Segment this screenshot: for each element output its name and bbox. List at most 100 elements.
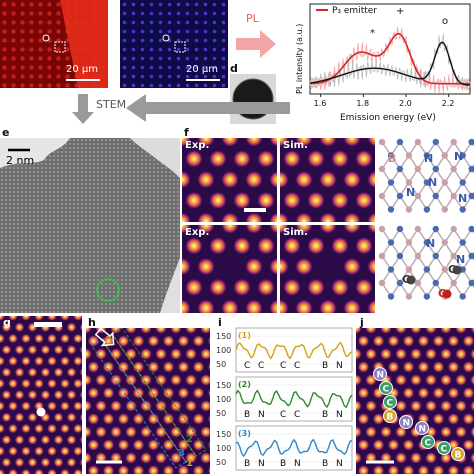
j-atom-label: C — [441, 445, 448, 455]
atom — [441, 206, 448, 213]
scale-bar-label-e: 2 nm — [6, 154, 35, 167]
atom — [468, 192, 474, 200]
atom — [432, 138, 439, 146]
pl-red-fit — [310, 32, 470, 85]
atom — [396, 192, 404, 200]
atom — [459, 152, 466, 159]
atom — [378, 252, 386, 260]
atom — [405, 293, 413, 300]
profile-atom-label: B — [322, 361, 328, 371]
atom — [405, 179, 413, 186]
g-scale-bar — [34, 322, 62, 327]
pl-map-red: 20 μm — [0, 0, 108, 88]
carbon-atom — [406, 275, 416, 285]
atom — [387, 206, 395, 213]
atom — [450, 165, 457, 173]
profile-atom-label: B — [280, 459, 286, 469]
panel-letter-i: i — [218, 316, 222, 329]
atom — [441, 239, 448, 246]
atom — [414, 138, 422, 146]
atom — [414, 165, 422, 173]
j-atom-marker — [383, 409, 397, 423]
j-atom-marker — [379, 381, 393, 395]
atom — [441, 152, 448, 159]
profile-atom-label: C — [244, 361, 250, 371]
profile-atom-label: B — [244, 410, 250, 420]
profile-atom-label: B — [322, 410, 328, 420]
atom — [414, 225, 422, 233]
pl-xtick-label: 2.2 — [442, 99, 455, 108]
atom-label: N — [428, 176, 437, 189]
pl-xtick-label: 1.6 — [314, 99, 327, 108]
h-line-label-1: 1 — [186, 458, 193, 469]
atom — [387, 266, 395, 273]
j-atom-marker — [421, 435, 435, 449]
carbon-atom — [452, 265, 462, 275]
j-atom-marker — [383, 395, 397, 409]
profile-ytick: 50 — [216, 360, 226, 369]
profile-ytick: 100 — [216, 346, 231, 355]
profile-atom-label: C — [258, 361, 264, 371]
profile-atom-label: C — [280, 361, 286, 371]
panel-letter-h: h — [88, 316, 96, 329]
profile-ytick: 50 — [216, 409, 226, 418]
highlight-circle — [96, 278, 120, 302]
atom-model-top: B N NNN N — [378, 138, 474, 222]
stem-overview-image: 2 nm — [0, 138, 180, 313]
j-atom-label: C — [387, 399, 394, 409]
profile-ytick: 100 — [216, 444, 231, 453]
profile-ytick: 150 — [216, 381, 231, 390]
atom — [459, 179, 466, 186]
f-scale-bar — [244, 208, 266, 212]
atom — [405, 239, 413, 246]
marker-circle: o — [442, 16, 448, 27]
atom — [423, 206, 431, 213]
pl-ylabel: PL intensity (a.u.) — [295, 24, 304, 94]
h-line-label-2: 2 — [186, 434, 193, 445]
atom-label: N — [424, 152, 433, 165]
marker-plus: + — [396, 6, 404, 17]
atom-label: O — [438, 287, 447, 300]
profile-curve — [235, 438, 353, 458]
atom — [441, 179, 448, 186]
atom — [396, 138, 404, 146]
atom — [450, 138, 457, 146]
profile-atom-label: C — [294, 410, 300, 420]
atom — [414, 252, 422, 260]
f-exp-bottom-label: Exp. — [185, 227, 210, 238]
atom — [450, 192, 457, 200]
atom — [459, 239, 466, 246]
atom — [378, 279, 386, 287]
profile-atom-label: B — [322, 459, 328, 469]
atom — [414, 279, 422, 287]
atom — [468, 279, 474, 287]
j-atom-label: C — [425, 439, 432, 449]
panel-letter-g: g — [3, 316, 11, 329]
h-stem-image — [86, 328, 210, 474]
atom — [432, 225, 439, 233]
f-sim-top-label: Sim. — [283, 140, 308, 151]
f-sim-bottom-image — [280, 225, 375, 313]
f-sim-bottom-label: Sim. — [283, 227, 308, 238]
profile-curve — [235, 389, 353, 409]
atom-label: N — [458, 192, 467, 205]
j-atom-label: N — [377, 371, 385, 381]
j-atom-marker — [437, 441, 451, 455]
atom — [441, 266, 448, 273]
profile-ytick: 50 — [216, 458, 226, 467]
oxygen-atom — [442, 289, 452, 299]
profile-atom-label: C — [280, 410, 286, 420]
profile-tag: (2) — [238, 380, 251, 389]
atom — [432, 279, 439, 287]
atom — [450, 225, 457, 233]
profile-atom-label: N — [336, 459, 343, 469]
atom — [396, 165, 404, 173]
j-atom-marker — [415, 421, 429, 435]
h-line-label-3: 3 — [178, 448, 185, 459]
atom — [387, 239, 395, 246]
pl-map-blue: 20 μm — [120, 0, 228, 88]
